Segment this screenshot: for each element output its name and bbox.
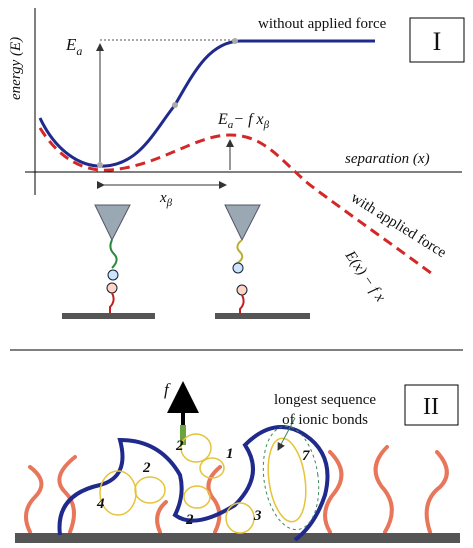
polymer bbox=[235, 239, 244, 265]
surface bbox=[15, 533, 460, 543]
bond-count: 7 bbox=[302, 448, 310, 464]
charge bbox=[236, 284, 248, 296]
bond-clusters bbox=[99, 433, 307, 534]
panel-label: I bbox=[433, 27, 442, 56]
bond-count: 2 bbox=[185, 512, 194, 528]
panel-label-box bbox=[409, 17, 465, 63]
callout: longest sequence bbox=[274, 392, 376, 408]
y-axis-label: energy (E) bbox=[8, 37, 24, 100]
bond-count: 2 bbox=[142, 460, 151, 476]
brushes bbox=[24, 445, 449, 534]
longest-sequence bbox=[262, 425, 320, 531]
panel-2: II f longest sequence of ionic bonds bbox=[15, 380, 460, 543]
curve-no-force-label: without applied force bbox=[258, 16, 387, 32]
rb-rest-sub: β bbox=[263, 119, 270, 131]
barrier-sub: a bbox=[76, 44, 82, 58]
curve-no-force bbox=[38, 39, 375, 168]
charge bbox=[107, 269, 119, 281]
callout-arrow bbox=[277, 417, 296, 451]
panel-1: I energy (E) separation (x) Ea without a… bbox=[8, 8, 465, 319]
afm-tip bbox=[94, 204, 131, 242]
distance-sub: β bbox=[166, 197, 173, 209]
charge bbox=[232, 262, 244, 274]
reduced-barrier-label: Ea− f xβ bbox=[217, 111, 270, 131]
bond-count: 4 bbox=[96, 496, 105, 512]
bond-count: 3 bbox=[253, 508, 262, 524]
bond-counts: 2 1 7 2 4 2 3 bbox=[96, 438, 310, 528]
distance-label: xβ bbox=[159, 190, 173, 209]
barrier-base: E bbox=[65, 35, 77, 54]
callout: of ionic bonds bbox=[282, 412, 368, 428]
polymer bbox=[239, 294, 245, 313]
polymer bbox=[109, 239, 118, 269]
point bbox=[97, 162, 103, 168]
polymer bbox=[109, 292, 115, 315]
charge bbox=[106, 282, 118, 294]
rb-rest: − f x bbox=[233, 111, 263, 128]
distance-base: x bbox=[159, 190, 167, 206]
surface bbox=[62, 313, 155, 319]
force-label: f bbox=[164, 380, 171, 399]
point bbox=[232, 38, 238, 44]
afm-tip bbox=[224, 204, 261, 242]
barrier-label: Ea bbox=[65, 35, 82, 58]
x-axis-label: separation (x) bbox=[345, 151, 430, 167]
rb-base: E bbox=[217, 111, 228, 128]
bond-count: 2 bbox=[175, 438, 184, 454]
bond-count: 1 bbox=[226, 446, 234, 462]
curve-force bbox=[38, 127, 436, 278]
panel-label: II bbox=[423, 394, 439, 420]
point bbox=[172, 102, 178, 108]
panel-label-box bbox=[404, 384, 459, 426]
rb-sub: a bbox=[228, 119, 234, 131]
chain bbox=[57, 425, 330, 542]
tilted-energy-label: E(x) − f x bbox=[341, 247, 388, 305]
surface bbox=[215, 313, 310, 319]
